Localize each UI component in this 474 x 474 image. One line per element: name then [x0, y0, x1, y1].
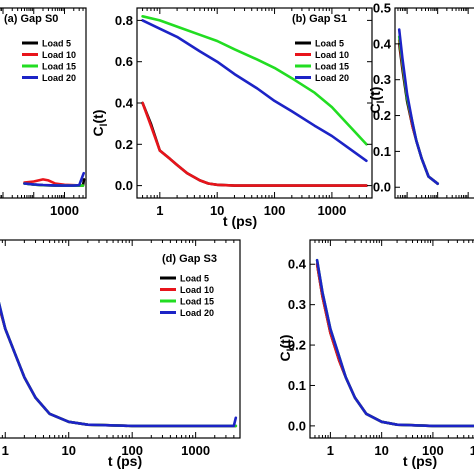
y-tick-label: 0.1 — [288, 378, 306, 393]
series-group — [315, 258, 474, 428]
panel-title: (a) Gap S0 — [4, 13, 58, 25]
y-tick-label: 0.6 — [115, 54, 133, 69]
series-line-load-15 — [141, 14, 368, 146]
panel-b: 1 10 100 1000 0.0 0.2 0.4 0.6 0.8 (b) Gap S1 t (ps… — [90, 7, 373, 229]
series-line-load-5 — [397, 42, 440, 185]
y-tick-label: 0.1 — [373, 144, 391, 159]
series-line-load-20 — [397, 28, 440, 185]
y-tick-label: 0.2 — [288, 338, 306, 353]
x-tick-label: 1 — [327, 443, 334, 458]
legend-label: Load 5 — [180, 274, 209, 284]
x-axis-label: t (ps) — [108, 453, 142, 469]
y-tick-label: 0.0 — [373, 180, 391, 195]
y-tick-label: 0.5 — [373, 1, 391, 16]
series-line-load-15 — [315, 258, 474, 428]
legend-label: Load 15 — [42, 62, 76, 72]
x-tick-label: 1000 — [470, 443, 474, 458]
series-line-load-10 — [397, 38, 440, 185]
legend-label: Load 5 — [315, 39, 344, 49]
x-tick-label: 10 — [374, 443, 388, 458]
x-tick-label: 10 — [210, 203, 224, 218]
y-tick-label: 0.4 — [373, 36, 392, 51]
y-tick-label: 0.2 — [115, 137, 133, 152]
y-axis-label: Cl(t) — [90, 110, 110, 137]
legend-label: Load 20 — [315, 73, 349, 83]
plot-frame — [136, 7, 373, 199]
series-group — [397, 28, 440, 185]
series-line-load-20 — [23, 171, 85, 187]
x-axis-label: t (ps) — [223, 213, 257, 229]
x-tick-label: 100 — [264, 203, 286, 218]
y-tick-label: 0.4 — [288, 257, 307, 272]
x-tick-label: 100 — [121, 443, 143, 458]
x-tick-label: 100 — [422, 443, 444, 458]
legend-label: Load 10 — [180, 285, 214, 295]
x-tick-label: 1000 — [50, 203, 79, 218]
x-tick-label: 1000 — [181, 443, 210, 458]
series-line-load-5 — [315, 262, 474, 428]
y-tick-label: 0.4 — [115, 96, 134, 111]
x-tick-label: 1 — [156, 203, 163, 218]
legend-label: Load 5 — [42, 39, 71, 49]
y-axis-label: Cl(t) — [367, 87, 387, 114]
legend-label: Load 15 — [180, 297, 214, 307]
series-line-load-20 — [315, 258, 474, 428]
y-tick-label: 0.2 — [373, 108, 391, 123]
x-tick-label: 10 — [61, 443, 75, 458]
series-line-load-20 — [0, 301, 238, 428]
x-tick-label: 1 — [2, 443, 9, 458]
series-line-load-10 — [315, 262, 474, 428]
plot-frame — [0, 239, 241, 439]
series-group — [23, 171, 86, 187]
legend-label: Load 20 — [180, 308, 214, 318]
y-tick-label: 0.8 — [115, 13, 133, 28]
x-axis-label: t (ps) — [403, 453, 437, 469]
panel-title: (b) Gap S1 — [292, 13, 347, 25]
legend-label: Load 10 — [42, 50, 76, 60]
legend-label: Load 15 — [315, 62, 349, 72]
series-line-load-20 — [141, 19, 368, 163]
series-group — [141, 14, 368, 187]
y-tick-label: 0.0 — [115, 178, 133, 193]
series-line-load-15 — [397, 35, 440, 185]
legend-label: Load 20 — [42, 73, 76, 83]
panel-c: 0.0 0.1 0.2 0.3 0.4 0.5 Cl(t) — [367, 1, 474, 199]
plot-frame — [0, 7, 87, 199]
plot-frame — [394, 7, 474, 199]
y-tick-label: 0.3 — [288, 297, 306, 312]
legend-label: Load 10 — [315, 50, 349, 60]
x-tick-label: 1000 — [317, 203, 346, 218]
plot-frame — [309, 239, 474, 439]
y-tick-label: 0.0 — [288, 418, 306, 433]
y-axis-label: Cl(t) — [277, 335, 297, 362]
panel-e: 1 10 100 1000 0.0 0.1 0.2 0.3 0.4 t (ps) Cl(t) — [277, 239, 474, 469]
series-line-load-10 — [141, 101, 368, 187]
panel-title: (d) Gap S3 — [162, 253, 217, 265]
series-group — [0, 301, 238, 428]
series-line-load-5 — [141, 101, 368, 187]
y-tick-label: 0.3 — [373, 72, 391, 87]
